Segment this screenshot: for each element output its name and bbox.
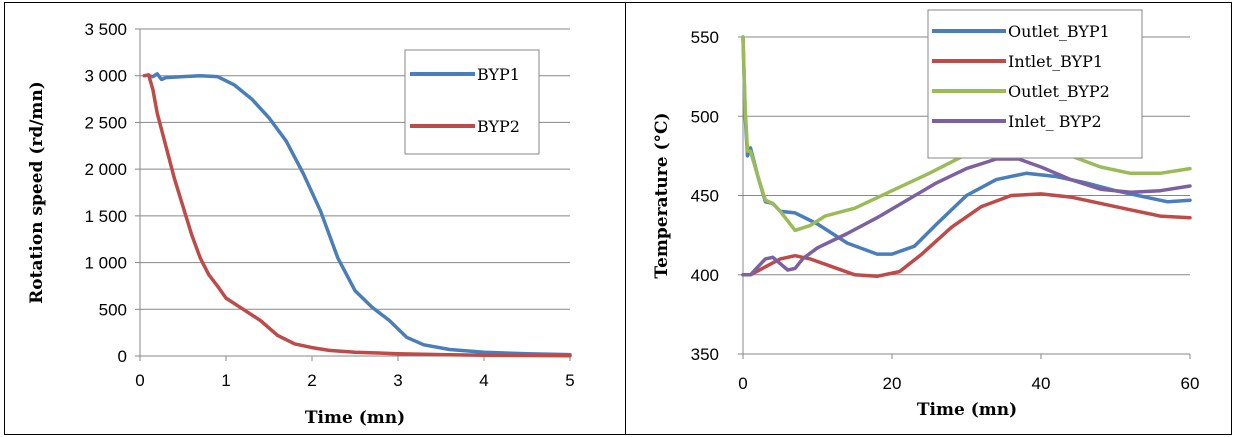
chart2-legend-label: Intlet_BYP1 <box>1008 52 1103 71</box>
chart2-y-tick-label: 400 <box>691 266 719 285</box>
chart2-x-tick-label: 0 <box>738 374 747 393</box>
chart2-x-tick-label: 40 <box>1032 374 1051 393</box>
panel-divider <box>625 2 626 435</box>
chart1-legend-box <box>404 49 540 155</box>
chart1-series-line-byp1 <box>146 72 572 357</box>
chart1-legend-label: BYP2 <box>477 117 520 136</box>
chart2-x-tick-label: 60 <box>1181 374 1200 393</box>
chart1-x-axis-title: Time (mn) <box>305 408 405 428</box>
chart2-y-tick-label: 350 <box>691 345 719 364</box>
chart2-legend-label: Outlet_BYP1 <box>1008 22 1110 41</box>
figure-frame <box>4 2 1232 435</box>
chart2-x-axis-title: Time (mn) <box>917 400 1017 420</box>
chart1-y-tick-label: 3 500 <box>84 20 127 39</box>
chart1-x-tick-label: 1 <box>221 371 230 390</box>
chart2-y-axis-title: Temperature (°C) <box>652 112 672 278</box>
chart1-x-tick-label: 4 <box>479 371 488 390</box>
chart1-y-axis-title: Rotation speed (rd/mn) <box>27 81 47 304</box>
chart2-legend-label: Outlet_BYP2 <box>1008 82 1110 101</box>
chart1-x-tick-label: 2 <box>307 371 316 390</box>
chart2-y-tick-label: 450 <box>691 187 719 206</box>
chart1-legend-label: BYP1 <box>477 65 520 84</box>
chart1-y-tick-label: 2 500 <box>84 113 127 132</box>
chart1-x-tick-label: 5 <box>565 371 574 390</box>
chart1-series-line-byp2 <box>142 73 572 358</box>
chart2-y-tick-label: 500 <box>691 107 719 126</box>
chart1-y-tick-label: 0 <box>118 347 127 366</box>
chart2-series-line-outlet-byp2 <box>741 35 1192 233</box>
chart2-series-line-inlet-byp2 <box>741 157 1192 277</box>
chart2-legend-box <box>927 9 1143 159</box>
chart1-y-tick-label: 2 000 <box>84 160 127 179</box>
chart1-y-tick-label: 1 500 <box>84 207 127 226</box>
chart1-x-tick-label: 3 <box>393 371 402 390</box>
chart1-y-tick-label: 500 <box>99 300 127 319</box>
chart1-y-tick-label: 1 000 <box>84 254 127 273</box>
chart2-series-line-intlet-byp1 <box>741 192 1192 279</box>
chart1-x-tick-label: 0 <box>135 371 144 390</box>
chart1-y-tick-label: 3 000 <box>84 67 127 86</box>
chart2-x-tick-label: 20 <box>883 374 902 393</box>
chart2-legend-label: Inlet_ BYP2 <box>1008 112 1102 131</box>
chart2-y-tick-label: 550 <box>691 28 719 47</box>
